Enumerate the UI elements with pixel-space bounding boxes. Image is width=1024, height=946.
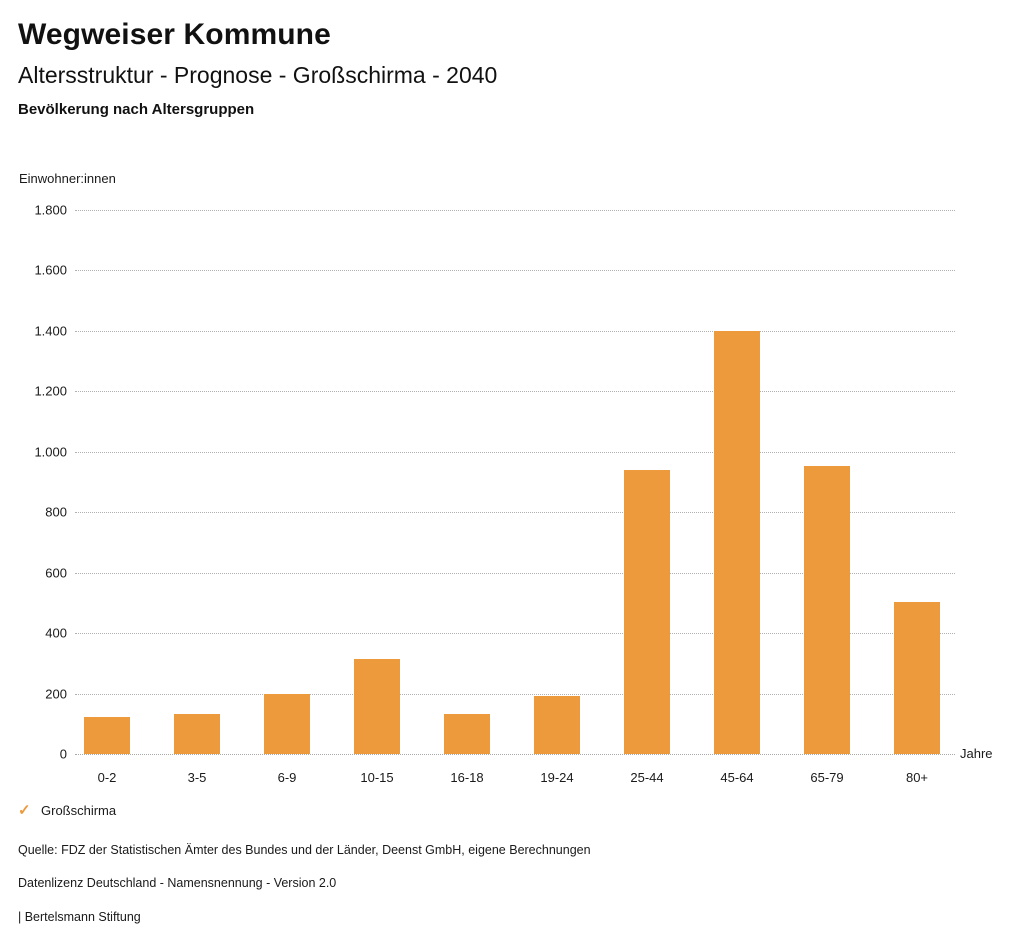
chart-description: Bevölkerung nach Altersgruppen [18, 101, 255, 119]
bar[interactable] [264, 693, 310, 754]
gridline [75, 270, 955, 272]
plot-area: 1.800 1.600 1.400 1.200 1.000 800 600 400 200 0 0-… [34, 203, 955, 785]
y-axis-tick-label: 600 [45, 565, 67, 581]
page-title: Wegweiser Kommune [18, 18, 331, 51]
bar[interactable] [714, 330, 760, 754]
y-axis-title: Einwohner:innen [19, 171, 116, 186]
x-axis-tick-label: 65-79 [810, 770, 844, 785]
y-axis-tick-label: 1.000 [34, 444, 67, 460]
gridline [75, 512, 955, 514]
gridline [75, 754, 955, 755]
gridline [75, 330, 955, 332]
y-axis-tick-label: 800 [45, 504, 67, 520]
bar[interactable] [174, 713, 220, 754]
x-axis-tick-label: 19-24 [540, 770, 574, 785]
bar[interactable] [804, 465, 850, 754]
x-axis-tick-label: 6-9 [277, 770, 297, 785]
chart-subtitle: Altersstruktur - Prognose - Großschirma … [18, 62, 498, 88]
y-axis-tick-label: 1.800 [34, 202, 67, 218]
y-axis-tick-label: 1.200 [34, 383, 67, 399]
x-axis-tick-label: 10-15 [360, 770, 394, 785]
bar[interactable] [624, 469, 670, 754]
footnotes: Quelle: FDZ der Statistischen Ämter des … [18, 843, 591, 924]
x-axis-tick-label: 3-5 [187, 770, 207, 785]
footnote-publisher: | Bertelsmann Stiftung [18, 909, 141, 924]
x-axis-tick-label: 16-18 [450, 770, 484, 785]
x-axis-tick-label: 0-2 [97, 770, 117, 785]
y-axis-tick-label: 1.600 [34, 262, 67, 278]
x-axis-tick-label: 25-44 [630, 770, 664, 785]
footnote-license: Datenlizenz Deutschland - Namensnennung … [18, 876, 337, 891]
bar[interactable] [534, 696, 580, 754]
bar[interactable] [354, 659, 400, 754]
legend-item-label: Großschirma [41, 803, 117, 818]
x-axis-tick-label: 45-64 [720, 770, 754, 785]
y-axis-tick-label: 200 [45, 686, 67, 702]
gridline [75, 391, 955, 393]
y-axis-tick-label: 0 [59, 746, 67, 762]
y-axis-tick-label: 400 [45, 625, 67, 641]
chart-header: Wegweiser Kommune Altersstruktur - Progn… [0, 0, 1024, 119]
gridline [75, 572, 955, 574]
legend[interactable]: ✓ Großschirma [18, 801, 117, 819]
gridline [75, 451, 955, 453]
bar[interactable] [894, 601, 940, 754]
y-axis-tick-label: 1.400 [34, 323, 67, 339]
gridline [75, 693, 955, 695]
gridline [75, 633, 955, 635]
check-icon: ✓ [18, 801, 31, 819]
footnote-source: Quelle: FDZ der Statistischen Ämter des … [18, 843, 591, 857]
gridline [75, 210, 955, 211]
x-axis-tick-label: 80+ [905, 770, 929, 785]
bar[interactable] [444, 714, 490, 754]
x-axis-title: Jahre [960, 746, 993, 761]
bar[interactable] [84, 716, 130, 754]
